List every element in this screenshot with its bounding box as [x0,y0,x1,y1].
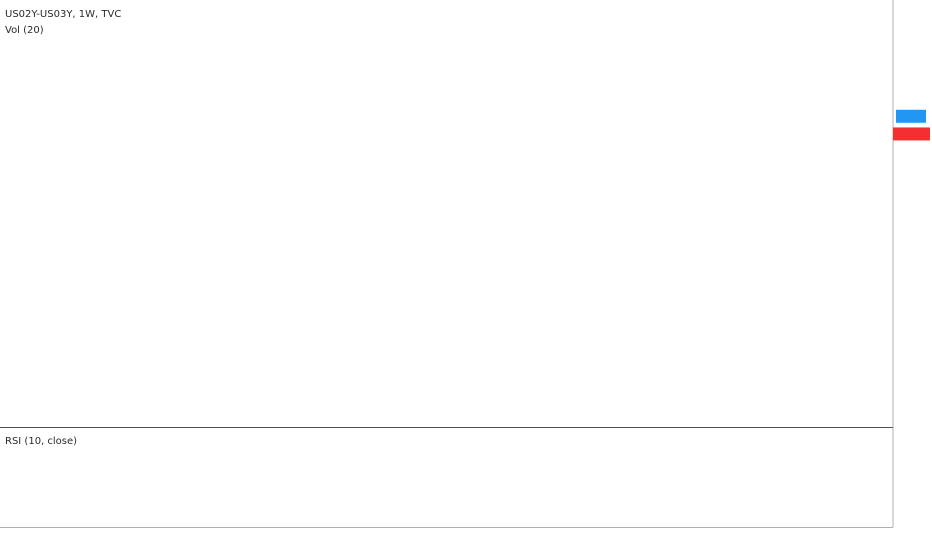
text-layer: US02Y-US03Y, 1W, TVC Vol (20) RSI (10, c… [2,9,930,448]
price-label-box [896,109,926,123]
chart-subtitle: Vol (20) [5,25,44,36]
chart-title: US02Y-US03Y, 1W, TVC [5,9,121,20]
rsi-title-box [2,433,80,448]
level-label-box [893,127,930,141]
rsi-title: RSI (10, close) [5,436,77,447]
